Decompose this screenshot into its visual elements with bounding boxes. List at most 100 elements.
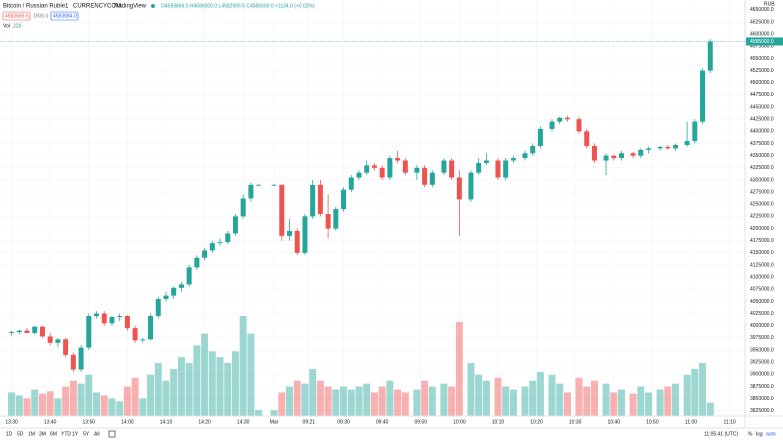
candle-body (86, 316, 92, 348)
y-tick-label: 4500000.0 (750, 80, 774, 86)
x-tick-label: 14:30 (237, 419, 250, 425)
y-tick-label: 4100000.0 (750, 274, 774, 280)
volume-bar (494, 377, 502, 416)
range-button[interactable]: 5D (17, 431, 24, 437)
volume-bar (529, 380, 537, 416)
volume-bar (428, 386, 436, 416)
candle-body (302, 216, 308, 253)
volume-bar (93, 392, 101, 416)
volume-bar (224, 363, 232, 416)
source: TradingView (113, 4, 147, 10)
volume-bar (255, 410, 263, 416)
symbol: Bitcoin / Russian Ruble (3, 4, 66, 10)
sell-button[interactable] (2, 11, 31, 21)
percent-toggle[interactable]: % (748, 431, 753, 437)
candle-body (379, 167, 385, 178)
volume-bar (62, 386, 70, 416)
volume-bar (38, 393, 46, 416)
candle-body (124, 316, 130, 329)
volume-bar (475, 374, 483, 416)
volume-bar (664, 386, 672, 416)
y-tick-label: 4400000.0 (750, 129, 774, 135)
candle-body (39, 326, 45, 337)
volume-bar (123, 386, 131, 416)
volume-bar (270, 410, 278, 416)
range-button[interactable]: 1D (6, 431, 13, 437)
x-tick-label: 11:00 (685, 419, 697, 425)
volume-bar (185, 363, 193, 416)
x-tick-label: 14:20 (198, 419, 211, 425)
y-tick-label: 3850000.0 (750, 396, 774, 402)
y-tick-label: 4150000.0 (750, 250, 774, 256)
volume-bar (548, 374, 556, 416)
volume-bar (401, 392, 409, 416)
range-button[interactable]: All (94, 431, 100, 437)
volume-bar (575, 377, 583, 416)
buy-button[interactable] (50, 11, 79, 21)
volume-bar (440, 383, 448, 416)
candle-body (495, 160, 501, 178)
candles (9, 39, 713, 372)
range-button[interactable]: 3M (39, 431, 46, 437)
volume-bar (509, 389, 517, 416)
x-tick-label: 14:10 (160, 419, 173, 425)
y-tick-label: 4125000.0 (750, 262, 774, 268)
volume-bar (162, 380, 170, 416)
y-tick-label: 3975000.0 (750, 335, 774, 341)
candle-body (483, 160, 489, 163)
volume-bar (247, 333, 255, 416)
candle-body (101, 313, 107, 324)
y-tick-label: 4075000.0 (750, 287, 774, 293)
calendar-icon[interactable] (108, 430, 116, 438)
candle-body (94, 313, 100, 317)
volume-bar (293, 380, 301, 416)
candle-body (645, 148, 651, 150)
range-button[interactable]: 1Y (72, 431, 79, 437)
candle-body (70, 354, 76, 370)
volume (8, 316, 714, 416)
x-tick-label: 13:40 (44, 419, 57, 425)
x-tick-label: 09:21 (303, 419, 316, 425)
candle-body (429, 172, 435, 185)
volume-bar (147, 374, 155, 416)
auto-toggle[interactable]: auto (766, 431, 776, 437)
x-tick-label: 13:30 (5, 419, 18, 425)
y-tick-label: 4625000.0 (750, 19, 774, 25)
volume-bar (54, 398, 62, 416)
volume-bar (455, 321, 463, 416)
y-tick-label: 3950000.0 (750, 347, 774, 353)
log-toggle[interactable]: log (756, 431, 763, 437)
ohlc: O4583866.0 H4586000.0 L4582905.5 C458500… (161, 3, 315, 9)
volume-bar (706, 402, 714, 416)
candle-body (248, 184, 254, 199)
y-tick-label: 4475000.0 (750, 92, 774, 98)
candle-body (333, 209, 339, 229)
y-tick-label: 4025000.0 (750, 311, 774, 317)
volume-bar (309, 368, 317, 416)
x-tick-label: 09:30 (337, 419, 350, 425)
candle-body (402, 160, 408, 173)
volume-bar (347, 389, 355, 416)
y-tick-label: 4600000.0 (750, 31, 774, 37)
candle-body (395, 158, 401, 161)
volume-bar (46, 391, 54, 416)
candle-body (178, 284, 184, 288)
volume-bar (31, 389, 39, 416)
range-button[interactable]: 5Y (83, 431, 90, 437)
range-button[interactable]: YTD (61, 431, 71, 437)
y-tick-label: 4525000.0 (750, 68, 774, 74)
y-tick-label: 4425000.0 (750, 117, 774, 123)
volume-bar (644, 392, 652, 416)
vol-value: 228 (13, 23, 22, 29)
candle-body (441, 160, 447, 173)
range-button[interactable]: 1M (28, 431, 35, 437)
volume-bar (8, 392, 16, 416)
range-button[interactable]: 6M (50, 431, 57, 437)
volume-bar (394, 389, 402, 416)
candle-body (47, 336, 53, 343)
candle-body (16, 330, 22, 333)
candle-body (510, 158, 516, 161)
volume-bar (23, 398, 31, 416)
volume-bar (231, 351, 239, 416)
candle-body (117, 316, 123, 317)
